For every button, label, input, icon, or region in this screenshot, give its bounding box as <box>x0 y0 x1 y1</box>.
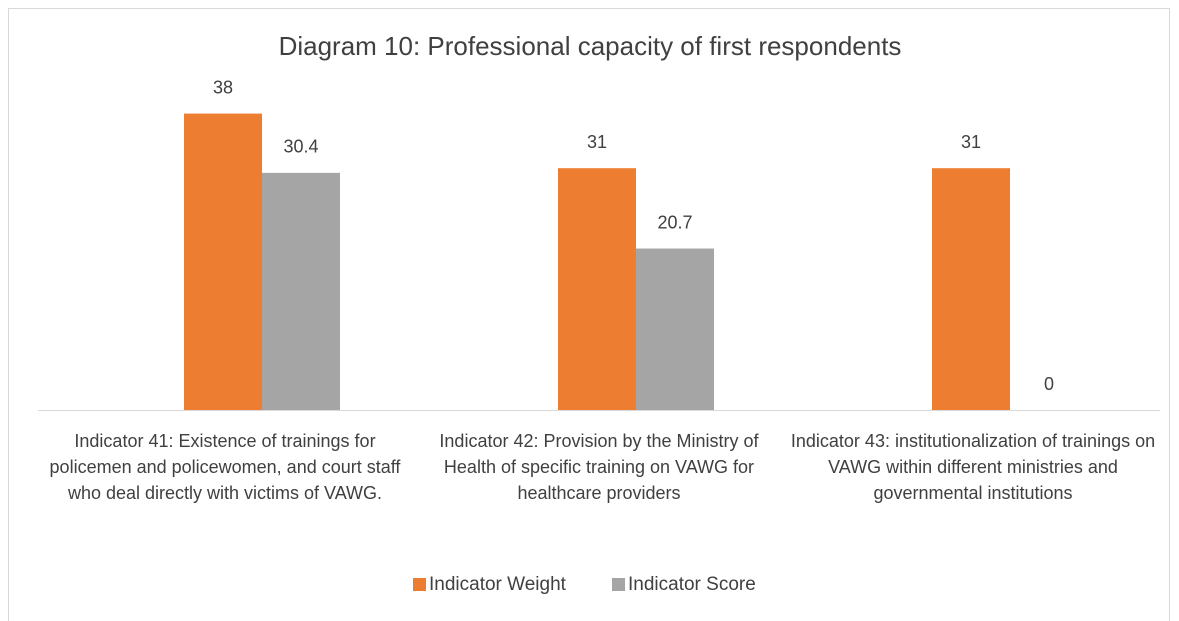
legend-swatch <box>413 578 426 591</box>
data-label: 20.7 <box>657 212 692 232</box>
data-label: 31 <box>587 132 607 152</box>
x-tick-label: Indicator 41: Existence of trainings for… <box>49 431 401 503</box>
data-label: 0 <box>1044 374 1054 394</box>
data-label: 38 <box>213 77 233 97</box>
data-label: 31 <box>961 132 981 152</box>
chart-title: Diagram 10: Professional capacity of fir… <box>279 31 902 61</box>
x-tick-label: Indicator 43: institutionalization of tr… <box>790 431 1156 503</box>
legend-swatch <box>612 578 625 591</box>
x-tick-label: Indicator 42: Provision by the Ministry … <box>439 431 759 503</box>
bar <box>558 168 636 410</box>
data-label: 30.4 <box>283 137 318 157</box>
bar <box>262 172 340 410</box>
x-tick-label-box: Indicator 43: institutionalization of tr… <box>790 431 1156 503</box>
bar <box>184 113 262 410</box>
bar <box>932 168 1010 410</box>
x-tick-label-box: Indicator 41: Existence of trainings for… <box>49 431 401 503</box>
x-tick-label-box: Indicator 42: Provision by the Ministry … <box>439 431 759 503</box>
legend-label: Indicator Weight <box>429 574 567 595</box>
chart-border <box>8 8 1170 621</box>
bar <box>636 248 714 410</box>
legend-label: Indicator Score <box>628 574 756 595</box>
